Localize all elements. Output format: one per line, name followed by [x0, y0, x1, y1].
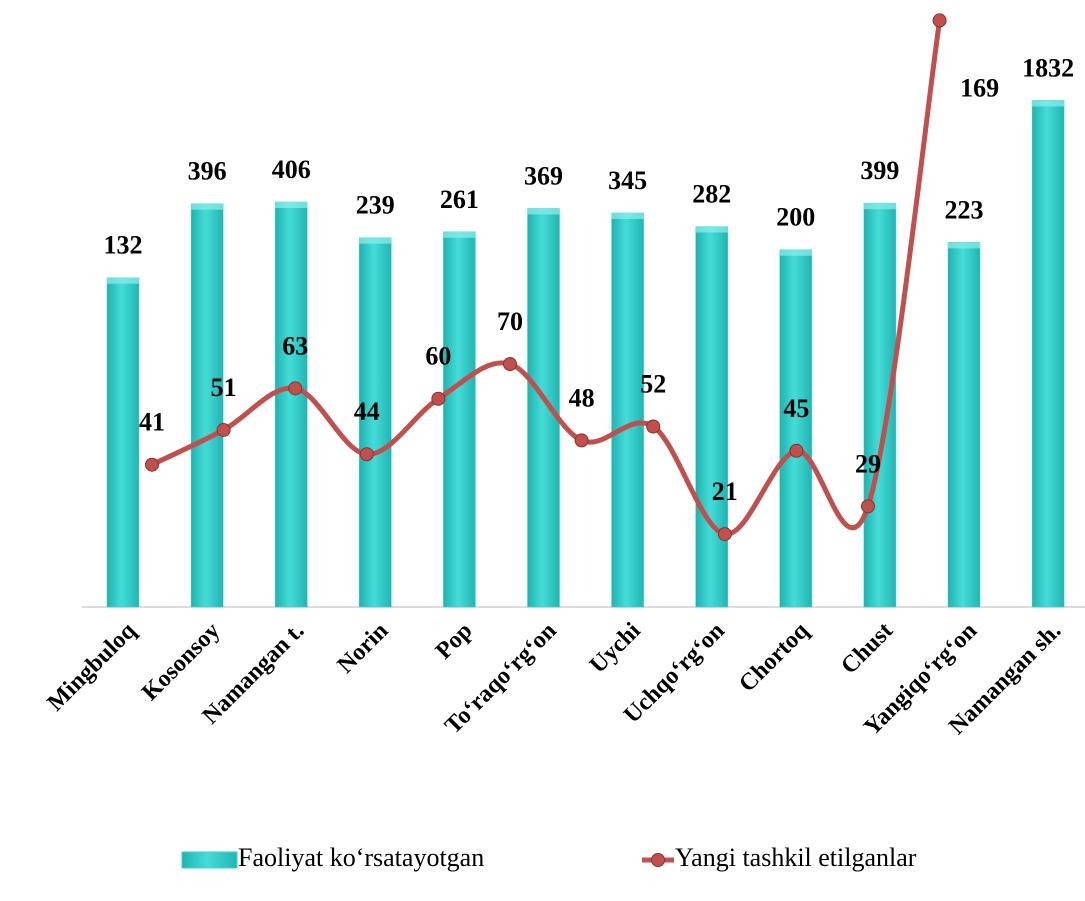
line-value-label: 70: [497, 307, 523, 336]
line-point: [717, 527, 732, 542]
line-value-label: 63: [282, 331, 308, 360]
line-point: [574, 433, 589, 448]
bar-value-label: 132: [104, 231, 143, 260]
line-value-label: 169: [960, 73, 999, 102]
line-point: [646, 419, 661, 434]
bar-cap: [107, 277, 139, 284]
x-tick-label: Uychi: [585, 618, 646, 679]
x-tick-label: Pop: [431, 618, 478, 665]
bar: [695, 226, 728, 608]
x-tick-label: Kosonsoy: [137, 618, 225, 706]
bar: [443, 231, 476, 608]
line-value-label: 45: [783, 394, 809, 423]
bar: [106, 277, 140, 608]
bar-value-label: 282: [692, 180, 731, 209]
legend-swatch: [181, 851, 238, 869]
x-tick-label: Norin: [333, 618, 394, 679]
bar-value-label: 345: [608, 166, 647, 195]
line-point: [932, 13, 947, 28]
line-value-label: 21: [712, 477, 738, 506]
line-value-label: 60: [425, 342, 451, 371]
bar-cap: [611, 212, 644, 219]
line-value-label: 41: [139, 408, 165, 437]
bar-cap: [948, 242, 980, 249]
bar-cap: [1032, 100, 1065, 107]
line-point: [288, 381, 303, 396]
bar-value-label: 200: [776, 203, 815, 232]
bar-value-label: 406: [272, 155, 311, 184]
line-value-label: 51: [211, 373, 237, 402]
bar: [527, 208, 560, 608]
line-point: [216, 422, 231, 437]
bar-cap: [275, 201, 308, 208]
bar: [190, 203, 224, 608]
x-tick-label: Chust: [836, 618, 898, 680]
legend-swatch-point: [651, 853, 665, 867]
line-point: [359, 447, 374, 462]
line-point: [503, 357, 517, 372]
bar-value-label: 261: [440, 185, 479, 214]
bar-cap: [359, 237, 392, 244]
line-value-label: 44: [354, 397, 380, 426]
line-point: [431, 391, 446, 406]
bar-cap: [443, 231, 476, 238]
line-value-label: 29: [855, 449, 881, 478]
bar-value-label: 396: [188, 157, 227, 186]
bar-value-label: 239: [356, 191, 395, 220]
bar-value-label: 223: [945, 195, 984, 224]
bar-value-label: 1832: [1022, 53, 1074, 82]
x-tick-label: Mingbuloq: [43, 617, 142, 716]
bar-cap: [863, 203, 896, 210]
line-value-label: 48: [569, 383, 595, 412]
bar: [611, 212, 644, 608]
bar-cap: [779, 249, 812, 256]
legend-label: Yangi tashkil etilganlar: [675, 843, 917, 872]
line-point: [145, 457, 159, 472]
bar: [1031, 100, 1065, 608]
line-point: [861, 499, 875, 514]
line-value-label: 52: [640, 369, 666, 398]
bar: [359, 237, 392, 608]
bar: [947, 242, 981, 608]
bar-cap: [695, 226, 728, 233]
x-tick-label: Chortoq: [734, 617, 814, 697]
bar-cap: [191, 203, 224, 210]
legend-label: Faoliyat ko‘rsatayotgan: [238, 843, 484, 872]
bar-value-label: 369: [524, 161, 563, 190]
bar-cap: [527, 208, 560, 215]
line-point: [789, 443, 804, 458]
bar-value-label: 399: [860, 156, 899, 185]
bar: [274, 201, 308, 608]
bar: [779, 249, 813, 608]
